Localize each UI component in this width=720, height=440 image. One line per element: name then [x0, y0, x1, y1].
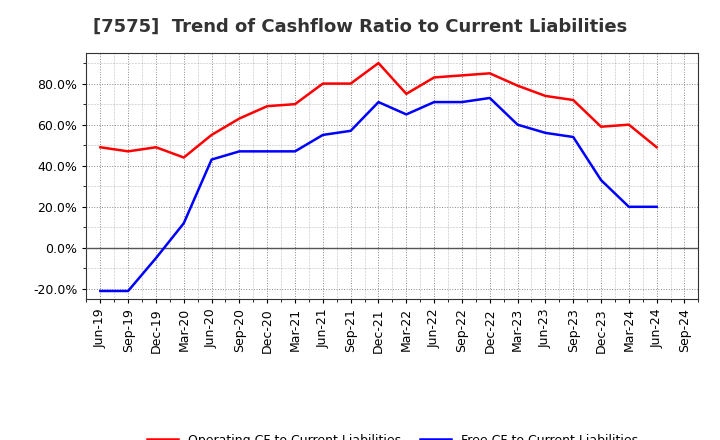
- Free CF to Current Liabilities: [235, 149, 243, 154]
- Operating CF to Current Liabilities: [96, 145, 104, 150]
- Operating CF to Current Liabilities: [485, 71, 494, 76]
- Operating CF to Current Liabilities: [513, 83, 522, 88]
- Free CF to Current Liabilities: [402, 112, 410, 117]
- Free CF to Current Liabilities: [624, 204, 633, 209]
- Operating CF to Current Liabilities: [346, 81, 355, 86]
- Free CF to Current Liabilities: [652, 204, 661, 209]
- Free CF to Current Liabilities: [124, 288, 132, 293]
- Operating CF to Current Liabilities: [569, 97, 577, 103]
- Free CF to Current Liabilities: [541, 130, 550, 136]
- Free CF to Current Liabilities: [96, 288, 104, 293]
- Free CF to Current Liabilities: [318, 132, 327, 138]
- Free CF to Current Liabilities: [179, 220, 188, 226]
- Operating CF to Current Liabilities: [207, 132, 216, 138]
- Free CF to Current Liabilities: [152, 256, 161, 261]
- Free CF to Current Liabilities: [430, 99, 438, 105]
- Free CF to Current Liabilities: [374, 99, 383, 105]
- Operating CF to Current Liabilities: [179, 155, 188, 160]
- Line: Free CF to Current Liabilities: Free CF to Current Liabilities: [100, 98, 657, 291]
- Text: [7575]  Trend of Cashflow Ratio to Current Liabilities: [7575] Trend of Cashflow Ratio to Curren…: [93, 18, 627, 36]
- Free CF to Current Liabilities: [346, 128, 355, 133]
- Free CF to Current Liabilities: [597, 177, 606, 183]
- Operating CF to Current Liabilities: [430, 75, 438, 80]
- Free CF to Current Liabilities: [513, 122, 522, 127]
- Operating CF to Current Liabilities: [235, 116, 243, 121]
- Free CF to Current Liabilities: [569, 134, 577, 139]
- Operating CF to Current Liabilities: [458, 73, 467, 78]
- Operating CF to Current Liabilities: [652, 145, 661, 150]
- Operating CF to Current Liabilities: [152, 145, 161, 150]
- Free CF to Current Liabilities: [458, 99, 467, 105]
- Operating CF to Current Liabilities: [541, 93, 550, 99]
- Operating CF to Current Liabilities: [374, 60, 383, 66]
- Operating CF to Current Liabilities: [318, 81, 327, 86]
- Operating CF to Current Liabilities: [291, 102, 300, 107]
- Operating CF to Current Liabilities: [263, 103, 271, 109]
- Line: Operating CF to Current Liabilities: Operating CF to Current Liabilities: [100, 63, 657, 158]
- Free CF to Current Liabilities: [485, 95, 494, 101]
- Operating CF to Current Liabilities: [597, 124, 606, 129]
- Legend: Operating CF to Current Liabilities, Free CF to Current Liabilities: Operating CF to Current Liabilities, Fre…: [147, 433, 638, 440]
- Operating CF to Current Liabilities: [402, 91, 410, 96]
- Operating CF to Current Liabilities: [624, 122, 633, 127]
- Operating CF to Current Liabilities: [124, 149, 132, 154]
- Free CF to Current Liabilities: [291, 149, 300, 154]
- Free CF to Current Liabilities: [207, 157, 216, 162]
- Free CF to Current Liabilities: [263, 149, 271, 154]
